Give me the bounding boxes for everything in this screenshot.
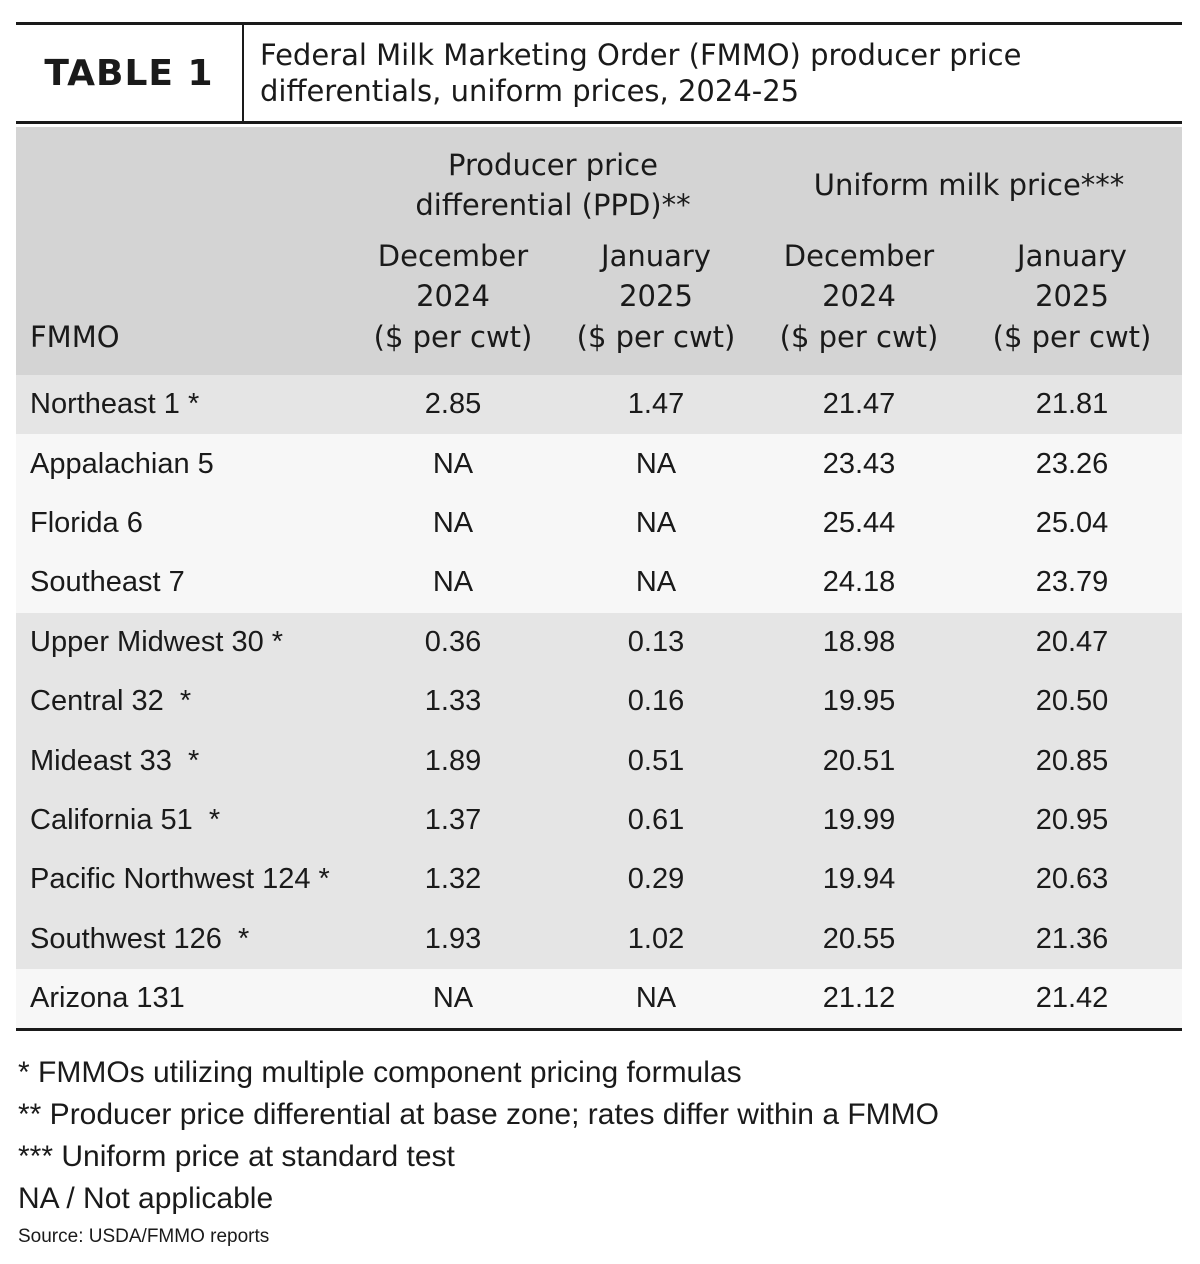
cell-uniform-dec: 21.47	[756, 375, 962, 435]
table-title: Federal Milk Marketing Order (FMMO) prod…	[260, 37, 1160, 109]
table-row: Florida 6 NA NA 25.44 25.04	[16, 493, 1183, 554]
table-row: Appalachian 5 NA NA 23.43 23.26	[16, 434, 1183, 494]
cell-region: Northeast 1 *	[16, 375, 350, 435]
cell-ppd-jan: 0.16	[556, 671, 756, 732]
footnote-not-applicable: NA / Not applicable	[18, 1182, 274, 1215]
table-row: Arizona 131 NA NA 21.12 21.42	[16, 968, 1183, 1030]
cell-ppd-jan: 0.61	[556, 790, 756, 851]
cell-region: Southeast 7	[16, 553, 350, 613]
cell-ppd-jan: 0.13	[556, 612, 756, 672]
header-month-label: December 2024	[783, 239, 935, 313]
cell-ppd-dec: 1.93	[350, 909, 556, 969]
table-row: Pacific Northwest 124 * 1.32 0.29 19.94 …	[16, 850, 1183, 910]
cell-uniform-dec: 18.98	[756, 612, 962, 672]
cell-ppd-dec: 2.85	[350, 375, 556, 435]
cell-ppd-jan: NA	[556, 968, 756, 1030]
cell-ppd-jan: 0.29	[556, 850, 756, 910]
cell-ppd-dec: 1.33	[350, 671, 556, 732]
footnote-multiple-component: * FMMOs utilizing multiple component pri…	[18, 1056, 742, 1089]
cell-uniform-jan: 25.04	[962, 493, 1183, 554]
cell-region: Upper Midwest 30 *	[16, 612, 350, 672]
table-row: California 51 * 1.37 0.61 19.99 20.95	[16, 790, 1183, 851]
cell-region: Pacific Northwest 124 *	[16, 850, 350, 910]
cell-uniform-dec: 20.51	[756, 731, 962, 791]
cell-uniform-jan: 21.42	[962, 968, 1183, 1030]
table-title-bar: TABLE 1 Federal Milk Marketing Order (FM…	[16, 22, 1182, 124]
cell-uniform-jan: 20.50	[962, 671, 1183, 732]
cell-ppd-dec: NA	[350, 493, 556, 554]
cell-ppd-dec: NA	[350, 434, 556, 494]
header-month-label: January 2025	[601, 239, 711, 313]
cell-ppd-jan: NA	[556, 493, 756, 554]
table-row: Upper Midwest 30 * 0.36 0.13 18.98 20.47	[16, 612, 1183, 672]
table-row: Southeast 7 NA NA 24.18 23.79	[16, 553, 1183, 613]
header-uniform-jan-2025: January 2025	[962, 235, 1183, 317]
cell-ppd-jan: 1.02	[556, 909, 756, 969]
table-row: Southwest 126 * 1.93 1.02 20.55 21.36	[16, 909, 1183, 969]
footnote-uniform-standard-test: *** Uniform price at standard test	[18, 1140, 455, 1173]
cell-uniform-jan: 23.26	[962, 434, 1183, 494]
header-month-label: December 2024	[377, 239, 529, 313]
cell-ppd-jan: 1.47	[556, 375, 756, 435]
cell-ppd-dec: NA	[350, 968, 556, 1030]
cell-uniform-jan: 21.81	[962, 375, 1183, 435]
cell-region: California 51 *	[16, 790, 350, 851]
cell-uniform-jan: 23.79	[962, 553, 1183, 613]
header-unit: ($ per cwt)	[756, 317, 962, 375]
cell-ppd-jan: NA	[556, 434, 756, 494]
cell-uniform-dec: 19.99	[756, 790, 962, 851]
table-title-line-2: differentials, uniform prices, 2024-25	[260, 74, 800, 108]
table-row: Mideast 33 * 1.89 0.51 20.51 20.85	[16, 731, 1183, 791]
table-title-line-1: Federal Milk Marketing Order (FMMO) prod…	[260, 38, 1022, 72]
cell-ppd-dec: 1.89	[350, 731, 556, 791]
header-ppd-dec-2024: December 2024	[350, 235, 556, 317]
table-header: Producer price differential (PPD)** Unif…	[16, 127, 1183, 375]
footnote-ppd-base-zone: ** Producer price differential at base z…	[18, 1098, 939, 1131]
fmmo-price-table: Producer price differential (PPD)** Unif…	[16, 127, 1183, 1031]
header-group-uniform: Uniform milk price***	[756, 127, 1183, 235]
header-group-ppd: Producer price differential (PPD)**	[350, 127, 756, 235]
footnotes: * FMMOs utilizing multiple component pri…	[18, 1052, 939, 1250]
cell-uniform-dec: 19.95	[756, 671, 962, 732]
cell-ppd-dec: 1.37	[350, 790, 556, 851]
header-unit: ($ per cwt)	[962, 317, 1183, 375]
header-fmmo: FMMO	[16, 317, 350, 375]
cell-uniform-dec: 19.94	[756, 850, 962, 910]
table-row: Central 32 * 1.33 0.16 19.95 20.50	[16, 671, 1183, 732]
cell-ppd-dec: 1.32	[350, 850, 556, 910]
cell-uniform-jan: 20.85	[962, 731, 1183, 791]
header-spacer	[16, 127, 350, 235]
source-credit: Source: USDA/FMMO reports	[18, 1226, 270, 1247]
cell-ppd-dec: 0.36	[350, 612, 556, 672]
table-number-label: TABLE 1	[16, 25, 244, 121]
cell-region: Florida 6	[16, 493, 350, 554]
table-row: Northeast 1 * 2.85 1.47 21.47 21.81	[16, 375, 1183, 435]
cell-uniform-dec: 23.43	[756, 434, 962, 494]
data-table-container: Producer price differential (PPD)** Unif…	[16, 127, 1183, 1031]
cell-region: Appalachian 5	[16, 434, 350, 494]
table-body: Northeast 1 * 2.85 1.47 21.47 21.81 Appa…	[16, 375, 1183, 1030]
cell-region: Arizona 131	[16, 968, 350, 1030]
cell-ppd-jan: 0.51	[556, 731, 756, 791]
cell-uniform-dec: 24.18	[756, 553, 962, 613]
header-month-label: January 2025	[1017, 239, 1127, 313]
cell-ppd-dec: NA	[350, 553, 556, 613]
header-group-ppd-label: Producer price differential (PPD)**	[415, 148, 691, 222]
cell-uniform-jan: 21.36	[962, 909, 1183, 969]
header-spacer	[16, 235, 350, 317]
cell-region: Central 32 *	[16, 671, 350, 732]
header-unit: ($ per cwt)	[350, 317, 556, 375]
header-uniform-dec-2024: December 2024	[756, 235, 962, 317]
header-unit: ($ per cwt)	[556, 317, 756, 375]
cell-region: Mideast 33 *	[16, 731, 350, 791]
cell-uniform-jan: 20.95	[962, 790, 1183, 851]
cell-uniform-dec: 25.44	[756, 493, 962, 554]
cell-uniform-jan: 20.47	[962, 612, 1183, 672]
header-ppd-jan-2025: January 2025	[556, 235, 756, 317]
cell-uniform-dec: 21.12	[756, 968, 962, 1030]
cell-uniform-jan: 20.63	[962, 850, 1183, 910]
cell-region: Southwest 126 *	[16, 909, 350, 969]
cell-ppd-jan: NA	[556, 553, 756, 613]
cell-uniform-dec: 20.55	[756, 909, 962, 969]
